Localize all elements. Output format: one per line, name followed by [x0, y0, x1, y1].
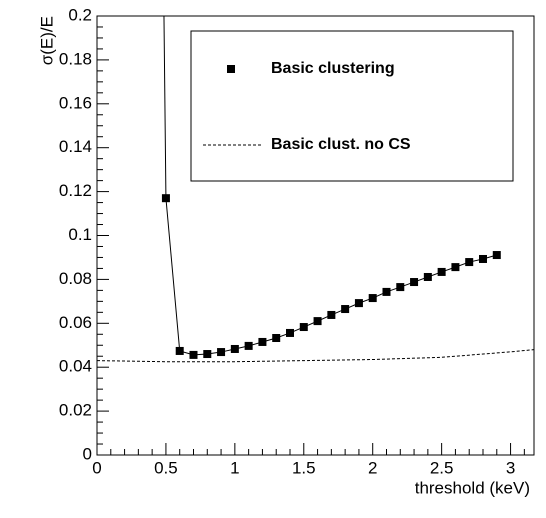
x-tick-label: 0 — [92, 458, 101, 477]
y-axis-label: σ(E)/E — [37, 16, 56, 65]
x-tick-label: 3 — [506, 458, 515, 477]
legend-label: Basic clustering — [271, 60, 395, 77]
x-tick-label: 2.5 — [430, 458, 454, 477]
marker — [354, 299, 363, 308]
legend-marker — [227, 65, 235, 73]
marker — [230, 344, 239, 353]
y-tick-label: 0.16 — [59, 93, 92, 112]
x-axis-label: threshold (keV) — [415, 478, 530, 497]
legend-box — [190, 30, 514, 182]
y-tick-label: 0.18 — [59, 49, 92, 68]
series-line — [97, 349, 534, 363]
y-tick-label: 0.06 — [59, 313, 92, 332]
marker — [313, 317, 322, 326]
marker — [327, 310, 336, 319]
marker — [244, 341, 253, 350]
marker — [465, 258, 474, 267]
marker — [285, 328, 294, 337]
marker — [396, 283, 405, 292]
marker — [410, 278, 419, 287]
marker — [382, 287, 391, 296]
marker — [175, 346, 184, 355]
marker — [437, 267, 446, 276]
y-tick-label: 0.08 — [59, 269, 92, 288]
marker — [203, 350, 212, 359]
marker — [341, 305, 350, 314]
legend-label: Basic clust. no CS — [271, 136, 411, 153]
y-tick-label: 0.04 — [59, 357, 92, 376]
marker — [161, 194, 170, 203]
x-tick-label: 1.5 — [292, 458, 316, 477]
y-tick-label: 0.14 — [59, 137, 92, 156]
y-tick-label: 0 — [83, 444, 92, 463]
marker — [189, 350, 198, 359]
y-tick-label: 0.12 — [59, 181, 92, 200]
marker — [451, 263, 460, 272]
marker — [492, 251, 501, 260]
y-tick-label: 0.1 — [68, 225, 92, 244]
y-tick-label: 0.2 — [68, 5, 92, 24]
marker — [299, 323, 308, 332]
x-tick-label: 0.5 — [154, 458, 178, 477]
y-tick-label: 0.02 — [59, 401, 92, 420]
x-tick-label: 2 — [368, 458, 377, 477]
marker — [258, 337, 267, 346]
marker — [478, 254, 487, 263]
x-tick-label: 1 — [230, 458, 239, 477]
marker — [368, 294, 377, 303]
marker — [217, 348, 226, 357]
plot-area — [97, 16, 534, 363]
marker — [423, 272, 432, 281]
marker — [272, 334, 281, 343]
